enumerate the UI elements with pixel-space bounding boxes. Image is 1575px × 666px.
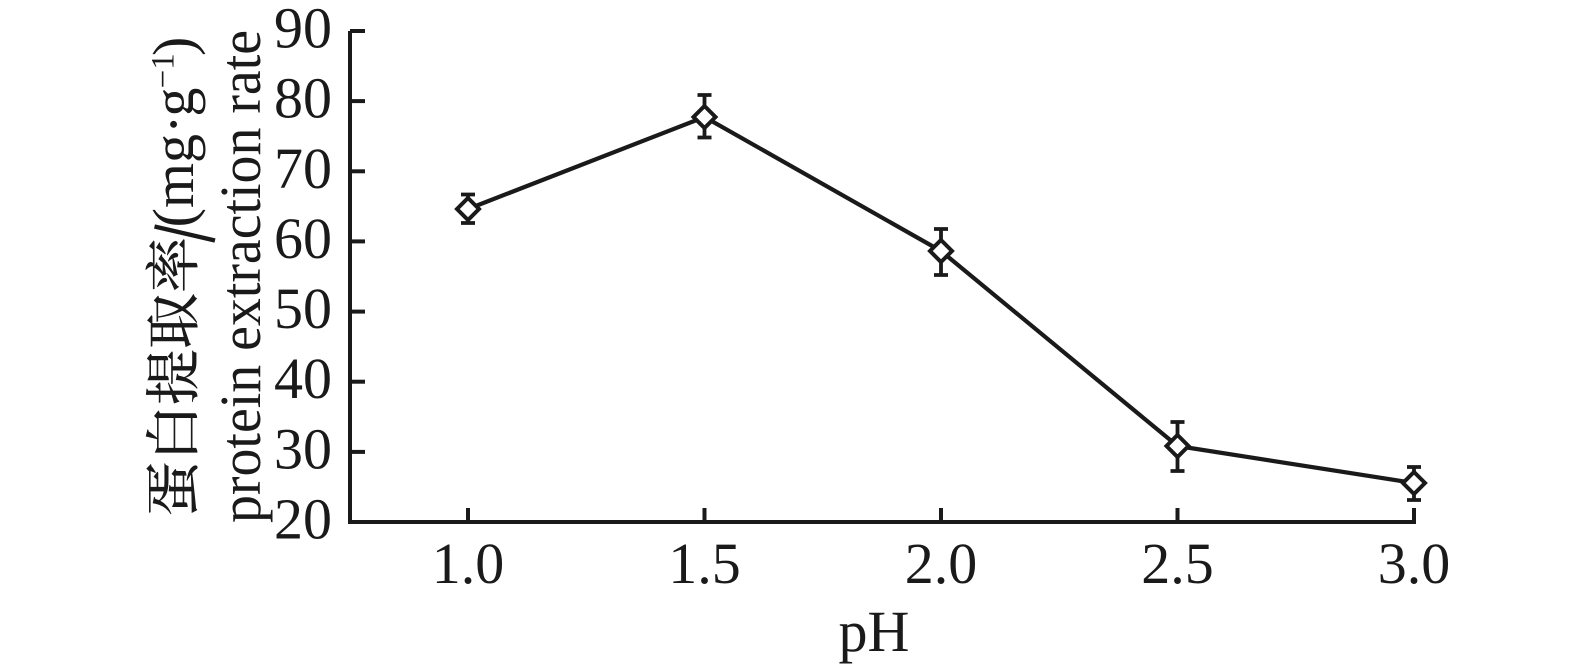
- svg-text:80: 80: [274, 66, 332, 131]
- svg-text:1.5: 1.5: [668, 531, 741, 596]
- svg-text:g: g: [141, 88, 206, 117]
- svg-text:protein extraction rate: protein extraction rate: [208, 30, 273, 523]
- svg-text:3.0: 3.0: [1378, 531, 1451, 596]
- svg-text:30: 30: [274, 416, 332, 481]
- svg-text:2.5: 2.5: [1141, 531, 1214, 596]
- svg-text:20: 20: [274, 487, 332, 552]
- svg-text:−1: −1: [146, 53, 182, 88]
- svg-text:40: 40: [274, 346, 332, 411]
- svg-text:·: ·: [141, 115, 206, 134]
- svg-text:(mg: (mg: [141, 134, 206, 227]
- svg-text:): ): [141, 37, 206, 56]
- svg-text:1.0: 1.0: [432, 531, 505, 596]
- svg-text:pH: pH: [839, 599, 910, 664]
- svg-text:50: 50: [274, 276, 332, 341]
- svg-text:2.0: 2.0: [905, 531, 978, 596]
- svg-text:90: 90: [274, 0, 332, 61]
- svg-text:70: 70: [274, 136, 332, 201]
- svg-text:60: 60: [274, 206, 332, 271]
